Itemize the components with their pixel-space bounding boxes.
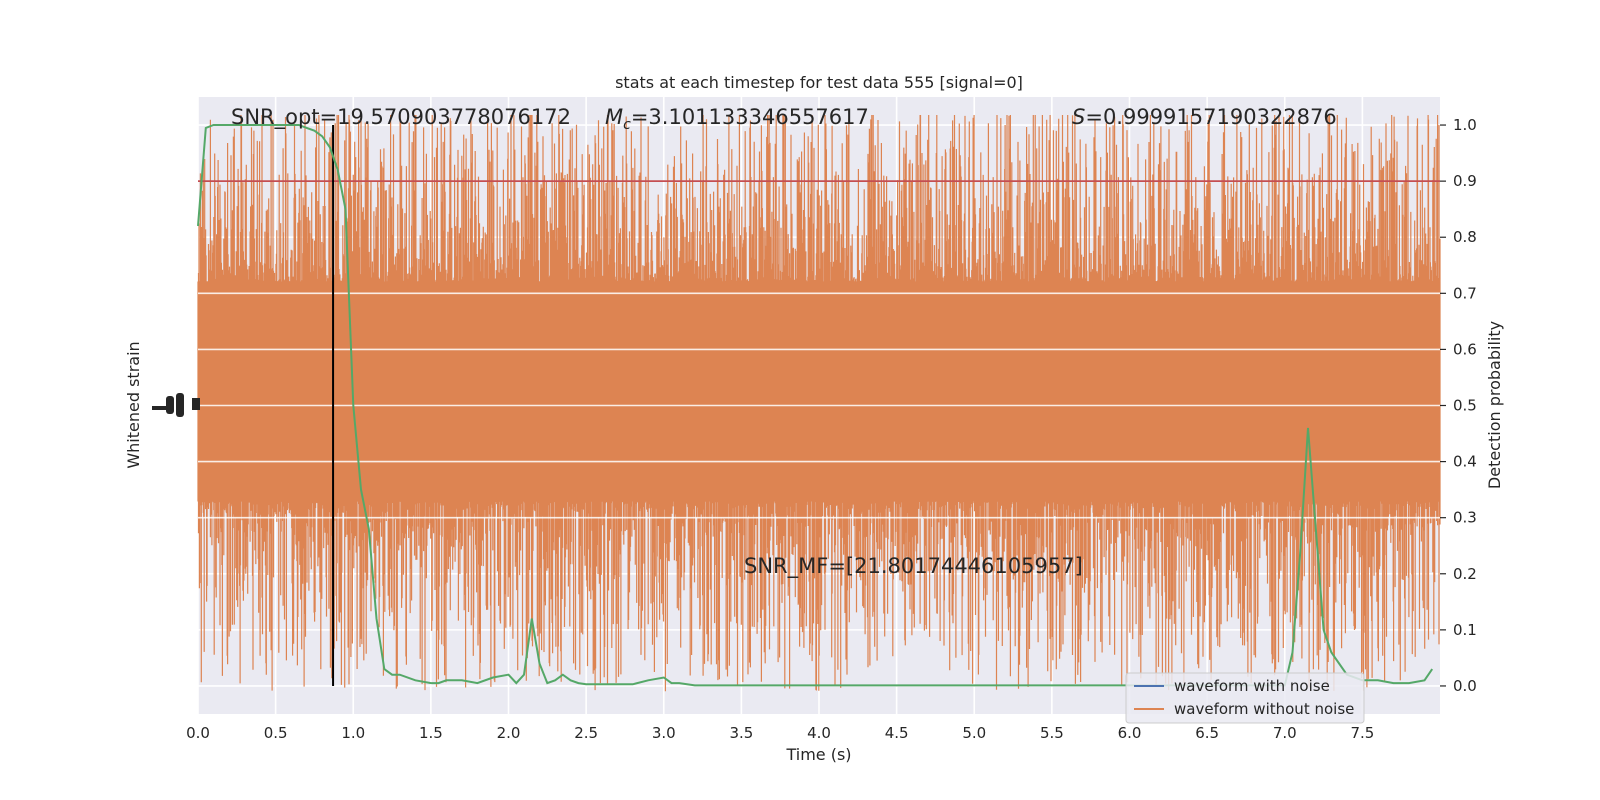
x-tick-label: 1.0 [341, 724, 365, 742]
annotation-snr-opt: SNR_opt=19.570903778076172 [231, 105, 571, 130]
legend-label-waveform-with-noise: waveform with noise [1174, 677, 1330, 695]
legend-label-waveform-without-noise: waveform without noise [1174, 700, 1354, 718]
x-axis-ticks: 0.0 0.5 1.0 1.5 2.0 2.5 3.0 3.5 4.0 4.5 5.0 5.5 6.0 6… [186, 724, 1374, 742]
x-tick-label: 2.5 [574, 724, 598, 742]
y-tick-label: 0.8 [1453, 228, 1477, 246]
legend-box [1125, 672, 1365, 724]
chart-title: stats at each timestep for test data 555… [615, 73, 1023, 92]
x-tick-label: 7.0 [1273, 724, 1297, 742]
y-tick-label: 0.2 [1453, 565, 1477, 583]
x-tick-label: 4.0 [807, 724, 831, 742]
x-axis-label: Time (s) [785, 745, 851, 764]
x-tick-label: 1.5 [419, 724, 443, 742]
y-tick-label: 0.5 [1453, 397, 1477, 415]
annotation-chirp-mass-value: =3.101133346557617 [631, 105, 869, 129]
annotation-snr-mf: SNR_MF=[21.80174446105957] [744, 554, 1083, 579]
y-axis-right-ticks: 0.0 0.1 0.2 0.3 0.4 0.5 0.6 0.7 0.8 0.9 1.0 [1440, 116, 1477, 695]
y-tick-label: 0.6 [1453, 340, 1477, 358]
x-tick-label: 6.5 [1195, 724, 1219, 742]
detection-probability-polyline [197, 124, 1434, 687]
annotation-s-symbol: S [1072, 105, 1085, 129]
y-axis-left-label: Whitened strain [124, 341, 143, 468]
strain-trace-core [198, 316, 1440, 467]
y-tick-label: 0.1 [1453, 621, 1477, 639]
x-tick-label: 7.5 [1350, 724, 1374, 742]
x-tick-label: 5.5 [1040, 724, 1064, 742]
left-axis-tick-blob [152, 393, 200, 417]
annotation-s-value: =0.9999157190322876 [1085, 105, 1336, 129]
x-tick-label: 0.0 [186, 724, 210, 742]
x-tick-label: 6.0 [1118, 724, 1142, 742]
y-tick-label: 0.4 [1453, 453, 1477, 471]
x-tick-label: 3.5 [729, 724, 753, 742]
x-tick-label: 4.5 [885, 724, 909, 742]
annotation-s: S=0.9999157190322876 [1072, 105, 1337, 129]
y-tick-label: 0.0 [1453, 677, 1477, 695]
detection-probability-line [197, 124, 1434, 687]
y-tick-label: 0.9 [1453, 172, 1477, 190]
x-tick-label: 2.0 [497, 724, 521, 742]
y-axis-right-label: Detection probability [1485, 321, 1504, 489]
x-tick-label: 0.5 [264, 724, 288, 742]
x-tick-label: 5.0 [962, 724, 986, 742]
annotation-chirp-mass: Mc=3.101133346557617 [605, 105, 869, 133]
annotation-chirp-mass-subscript: c [623, 117, 631, 133]
annotation-chirp-mass-symbol: M [605, 105, 623, 129]
y-tick-label: 1.0 [1453, 116, 1477, 134]
y-tick-label: 0.3 [1453, 509, 1477, 527]
waveform-without-noise-trace [197, 115, 1441, 692]
y-tick-label: 0.7 [1453, 284, 1477, 302]
x-tick-label: 3.0 [652, 724, 676, 742]
legend: waveform with noise waveform without noi… [1125, 672, 1365, 724]
